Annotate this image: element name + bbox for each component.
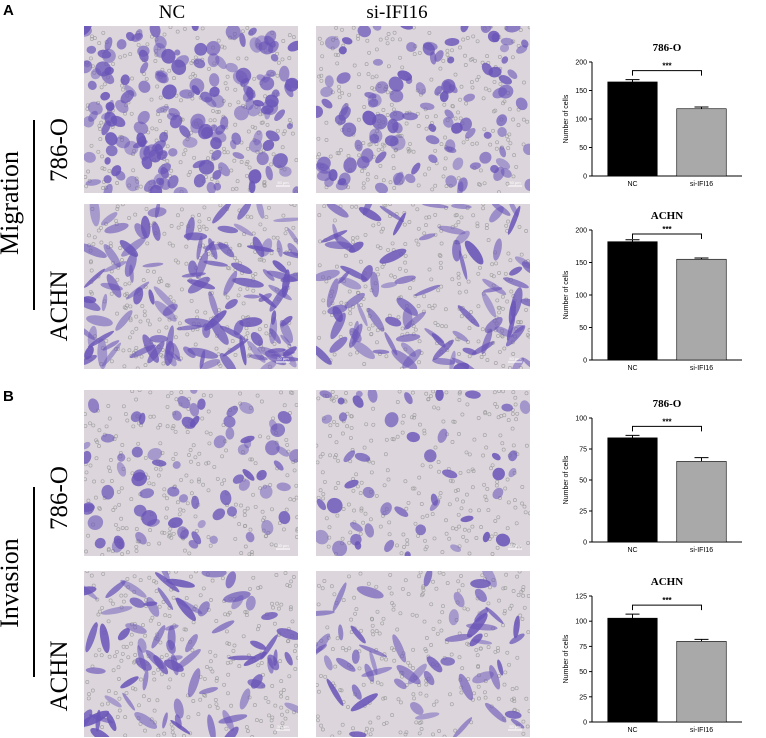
bar-chart-invasion-achn: ACHN 0 25 50 75 100 125 Number of cells NC si-IFI…: [552, 574, 762, 736]
x-tick-label: si-IFI16: [690, 365, 713, 372]
y-tick-label: 150: [575, 88, 587, 95]
scale-bar-label: 50 μm: [509, 543, 521, 548]
y-tick-label: 100: [575, 117, 587, 124]
error-bar: [625, 613, 640, 619]
bar-si-ifi16: [676, 461, 727, 543]
y-tick-label: 100: [575, 416, 587, 423]
panel-letter-b: B: [3, 388, 14, 405]
micrograph-invasion-achn-nc: 50 μm: [84, 571, 298, 737]
x-tick-label: NC: [627, 365, 637, 372]
x-tick-label: NC: [627, 727, 637, 734]
scale-bar-label: 50 μm: [277, 543, 289, 548]
y-tick-label: 125: [575, 594, 587, 601]
chart-title: ACHN: [651, 210, 683, 222]
x-tick-label: si-IFI16: [690, 181, 713, 188]
micrograph-migration-786o-nc: 50 μm: [84, 26, 298, 193]
y-tick-label: 50: [579, 478, 587, 485]
bar-si-ifi16: [676, 641, 727, 723]
micrograph-invasion-achn-si-ifi16: 50 μm: [316, 571, 530, 737]
scale-bar-label: 50 μm: [277, 180, 289, 185]
chart-title: 786-O: [653, 398, 682, 410]
bar-si-ifi16: [676, 108, 727, 177]
column-heading-nc: NC: [158, 2, 186, 23]
significance-bracket: [632, 425, 702, 432]
y-axis-label: Number of cells: [563, 634, 570, 683]
scale-bar-label: 50 μm: [509, 180, 521, 185]
significance-bracket: [632, 604, 702, 611]
group-label-migration: Migration: [0, 151, 24, 255]
y-tick-label: 200: [575, 228, 587, 235]
bar-nc: [607, 437, 658, 543]
cell-line-label-786o-migration: 786-O: [46, 118, 73, 182]
invasion-divider-line: [33, 487, 35, 677]
y-tick-label: 50: [579, 145, 587, 152]
migration-divider-line: [33, 120, 35, 310]
bar-nc: [607, 81, 658, 177]
scale-bar-label: 50 μm: [509, 356, 521, 361]
y-tick-label: 100: [575, 293, 587, 300]
chart-title: ACHN: [651, 576, 683, 588]
cell-line-label-achn-migration: ACHN: [46, 270, 73, 342]
y-tick-label: 50: [579, 325, 587, 332]
panel-letter-a: A: [3, 2, 14, 19]
micrograph-invasion-786o-nc: 50 μm: [84, 390, 298, 556]
y-tick-label: 50: [579, 669, 587, 676]
significance-bracket: [632, 70, 702, 76]
y-tick-label: 75: [579, 644, 587, 651]
chart-title: 786-O: [653, 42, 682, 54]
x-tick-label: NC: [627, 181, 637, 188]
micrograph-migration-786o-si-ifi16: 50 μm: [316, 26, 530, 193]
x-tick-label: NC: [627, 547, 637, 554]
error-bar: [694, 106, 709, 109]
y-axis-label: Number of cells: [563, 455, 570, 504]
bar-nc: [607, 241, 658, 361]
scale-bar-label: 50 μm: [277, 356, 289, 361]
y-tick-label: 0: [583, 540, 587, 547]
y-tick-label: 25: [579, 694, 587, 701]
significance-stars: ***: [662, 596, 672, 605]
error-bar: [625, 239, 640, 242]
y-axis-label: Number of cells: [563, 94, 570, 143]
y-axis-label: Number of cells: [563, 270, 570, 319]
scale-bar-label: 50 μm: [277, 724, 289, 729]
x-tick-label: si-IFI16: [690, 727, 713, 734]
y-tick-label: 150: [575, 260, 587, 267]
y-tick-label: 100: [575, 619, 587, 626]
significance-stars: ***: [662, 62, 672, 71]
micrograph-invasion-786o-si-ifi16: 50 μm: [316, 390, 530, 556]
y-tick-label: 75: [579, 447, 587, 454]
x-tick-label: si-IFI16: [690, 547, 713, 554]
micrograph-migration-achn-si-ifi16: 50 μm: [316, 204, 530, 369]
y-tick-label: 0: [583, 720, 587, 727]
significance-stars: ***: [662, 225, 672, 234]
y-tick-label: 0: [583, 358, 587, 365]
column-heading-si-ifi16: si-IFI16: [366, 2, 428, 23]
y-tick-label: 0: [583, 174, 587, 181]
error-bar: [625, 79, 640, 82]
bar-nc: [607, 617, 658, 723]
significance-bracket: [632, 233, 702, 239]
error-bar: [625, 434, 640, 438]
group-label-invasion: Invasion: [0, 538, 24, 628]
error-bar: [694, 257, 709, 260]
significance-stars: ***: [662, 417, 672, 426]
error-bar: [694, 638, 709, 642]
cell-line-label-achn-invasion: ACHN: [46, 640, 73, 712]
y-tick-label: 25: [579, 509, 587, 516]
bar-si-ifi16: [676, 258, 727, 361]
bar-chart-migration-786o: 786-O 0 50 100 150 200 Number of cells NC si-IFI…: [552, 40, 762, 190]
bar-chart-invasion-786o: 786-O 0 25 50 75 100 Number of cells NC si-IFI16…: [552, 396, 762, 556]
micrograph-migration-achn-nc: 50 μm: [84, 204, 298, 369]
y-tick-label: 200: [575, 60, 587, 67]
bar-chart-migration-achn: ACHN 0 50 100 150 200 Number of cells NC si-IFI1…: [552, 208, 762, 374]
error-bar: [694, 457, 709, 462]
scale-bar-label: 50 μm: [509, 724, 521, 729]
cell-line-label-786o-invasion: 786-O: [46, 466, 73, 530]
